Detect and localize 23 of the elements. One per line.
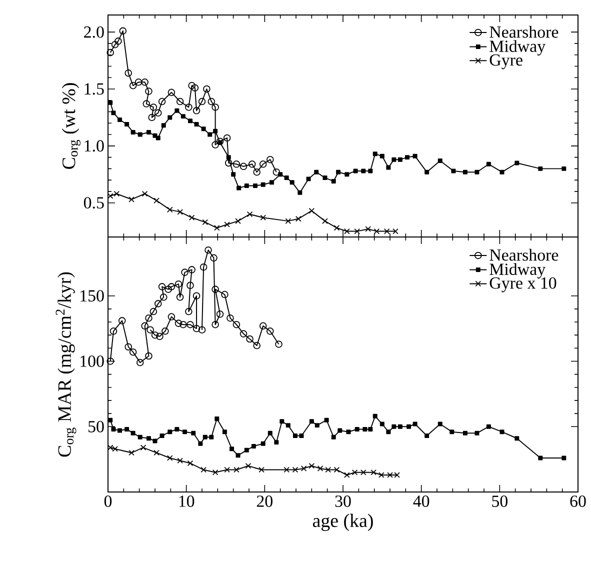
x-tick-label: 30 <box>335 496 351 507</box>
y-axis-title: C$_{org}$ (wt %) <box>62 83 80 169</box>
legend-label: Midway <box>490 263 546 278</box>
legend-label: Gyre <box>490 54 522 70</box>
y-tick-label: 100 <box>80 356 104 367</box>
y-tick-label: 150 <box>80 290 104 302</box>
legend-label: Midway <box>490 40 546 56</box>
y-tick-label: 1.5 <box>84 83 104 95</box>
x-tick-label: 0 <box>104 496 112 507</box>
x-tick-label: 50 <box>492 496 508 507</box>
y-tick-label: 0.5 <box>84 197 104 209</box>
legend-label: Nearshore <box>490 26 558 38</box>
legend-label: Gyre x 10 <box>490 277 556 292</box>
y-tick-label: 1.0 <box>84 140 104 152</box>
y-tick-label: 50 <box>88 420 104 432</box>
x-tick-label: 60 <box>570 496 586 507</box>
x-axis-title: age (ka) <box>312 514 373 531</box>
y-axis-title: C$_{org}$ MAR (mg/cm$^{2}$/kyr) <box>56 272 76 457</box>
y-tick-label: 2.0 <box>84 26 104 38</box>
legend-label: Nearshore <box>490 248 558 261</box>
x-tick-label: 10 <box>179 496 194 507</box>
x-tick-label: 40 <box>413 496 430 507</box>
x-tick-label: 20 <box>256 496 272 507</box>
